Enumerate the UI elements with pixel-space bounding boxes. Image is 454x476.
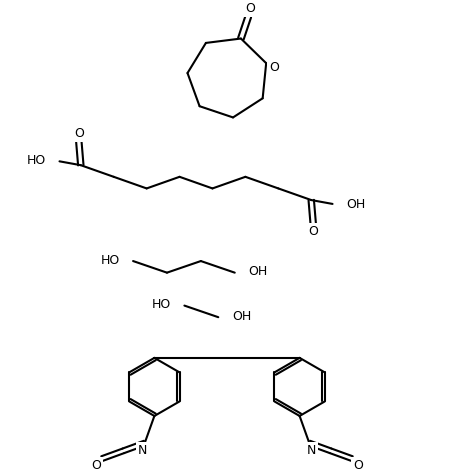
Text: N: N [138,444,148,457]
Text: O: O [269,60,279,74]
Text: O: O [353,459,363,472]
Text: OH: OH [248,265,267,278]
Text: O: O [308,226,318,238]
Text: OH: OH [232,310,251,323]
Text: O: O [245,2,255,15]
Text: N: N [306,444,316,457]
Text: O: O [91,459,101,472]
Text: O: O [74,127,84,140]
Text: HO: HO [152,298,171,311]
Text: OH: OH [346,198,365,211]
Text: HO: HO [100,254,119,267]
Text: HO: HO [27,154,46,167]
